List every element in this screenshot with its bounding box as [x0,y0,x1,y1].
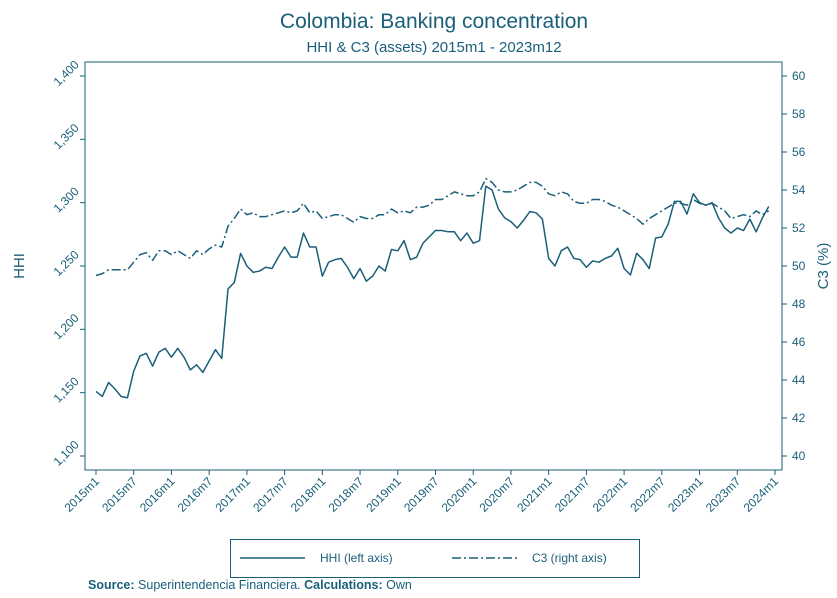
source-text: Superintendencia Financiera. [138,578,301,592]
x-tick-label: 2017m1 [212,474,253,515]
x-tick-label: 2018m7 [326,474,367,515]
x-tick-label: 2023m1 [665,474,706,515]
chart-title: Colombia: Banking concentration [280,10,588,33]
legend-c3-label: C3 (right axis) [532,551,607,565]
y-right-tick-label: 58 [792,107,806,121]
y-left-tick-label: 1,350 [51,121,82,152]
y-right-tick-label: 40 [792,449,806,463]
chart-subtitle: HHI & C3 (assets) 2015m1 - 2023m12 [306,39,561,56]
x-tick-label: 2018m1 [288,474,329,515]
source-label: Source: [88,578,135,592]
x-tick-label: 2015m7 [99,474,140,515]
x-tick-label: 2020m1 [439,474,480,515]
y-left-tick-label: 1,400 [51,57,82,88]
y-left-tick-label: 1,300 [51,184,82,215]
y-axis-right-title: C3 (%) [815,243,832,290]
x-tick-label: 2024m1 [741,474,782,515]
x-tick-label: 2019m1 [363,474,404,515]
y-right-tick-label: 54 [792,183,806,197]
calculations-label: Calculations: [304,578,383,592]
x-tick-label: 2016m1 [137,474,178,515]
y-right-tick-label: 42 [792,411,806,425]
x-tick-label: 2017m7 [250,474,291,515]
x-tick-label: 2015m1 [62,474,103,515]
x-tick-label: 2016m7 [175,474,216,515]
y-right-tick-label: 52 [792,221,806,235]
hhi-line [95,185,770,399]
y-right-tick-label: 46 [792,335,806,349]
x-tick-label: 2019m7 [401,474,442,515]
x-tick-label: 2020m7 [476,474,517,515]
x-tick-label: 2021m1 [514,474,555,515]
x-tick-label: 2022m1 [590,474,631,515]
calculations-text: Own [386,578,412,592]
outer-frame [85,62,782,470]
y-left-tick-label: 1,250 [51,247,82,278]
y-axis-left-title: HHI [11,253,28,279]
y-right-tick-label: 60 [792,69,806,83]
x-tick-label: 2023m7 [703,474,744,515]
x-tick-label: 2022m7 [627,474,668,515]
y-left-tick-label: 1,100 [51,437,82,468]
y-right-tick-label: 44 [792,373,806,387]
x-tick-label: 2021m7 [552,474,593,515]
y-right-tick-label: 56 [792,145,806,159]
source-note: Source: Superintendencia Financiera. Cal… [88,578,412,592]
y-right-tick-label: 50 [792,259,806,273]
y-left-tick-label: 1,200 [51,311,82,342]
y-right-tick-label: 48 [792,297,806,311]
legend: HHI (left axis) C3 (right axis) [230,539,640,578]
y-left-tick-label: 1,150 [51,374,82,405]
legend-hhi-label: HHI (left axis) [320,551,393,565]
c3-line [95,177,770,277]
